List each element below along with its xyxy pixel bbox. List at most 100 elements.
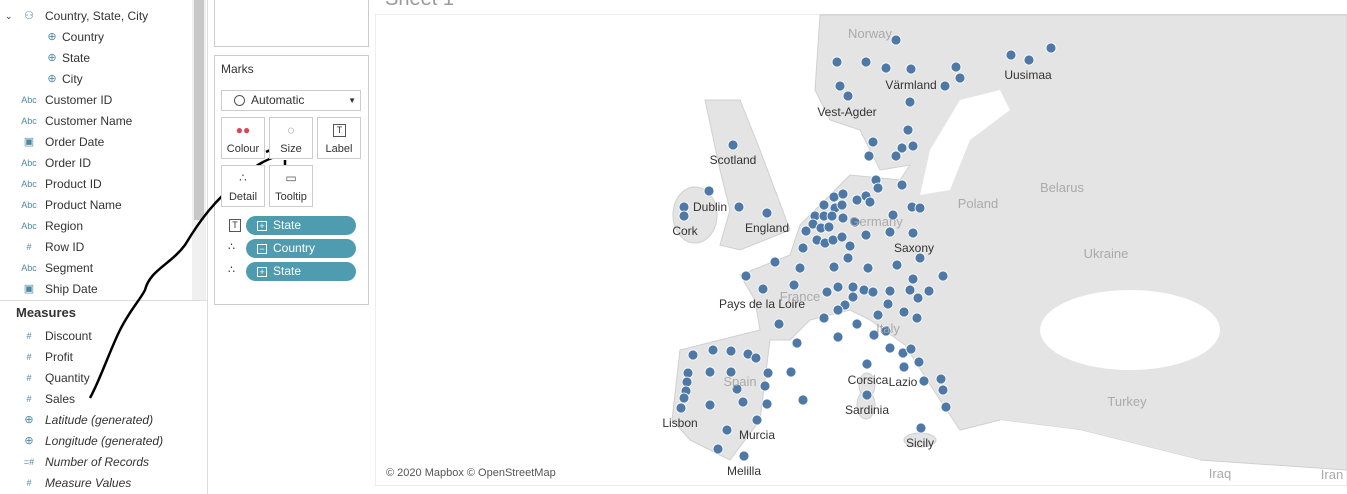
- map-point: [737, 396, 749, 408]
- map-point: [898, 306, 910, 318]
- map-point: [762, 367, 774, 379]
- map-point: [847, 291, 859, 303]
- pill-name: State: [273, 264, 302, 278]
- measure-field[interactable]: =# Number of Records: [0, 452, 200, 472]
- measure-field[interactable]: # Measure Values: [0, 473, 200, 493]
- map-point: [761, 398, 773, 410]
- field-icon: ⊕: [24, 414, 34, 426]
- button-label: Tooltip: [275, 191, 307, 203]
- mark-button[interactable]: ●● Colour: [221, 117, 265, 159]
- mark-button[interactable]: ▭ Tooltip: [269, 165, 313, 207]
- pill-shelf-icon: T: [229, 219, 241, 232]
- map-point: [880, 325, 892, 337]
- button-icon: ∴: [239, 171, 247, 185]
- map-point: [727, 139, 739, 151]
- dimension-field[interactable]: ▣ Order Date: [0, 132, 190, 152]
- measure-field[interactable]: ⊕ Longitude (generated): [0, 431, 200, 451]
- button-label: Detail: [228, 191, 258, 203]
- map-point: [860, 229, 872, 241]
- field-pill[interactable]: + State: [246, 262, 356, 281]
- map-point: [940, 401, 952, 413]
- button-icon: ▭: [285, 171, 297, 185]
- map-point: [862, 262, 874, 274]
- map-label: Poland: [958, 196, 998, 211]
- map-point: [823, 221, 835, 233]
- dimension-field[interactable]: Abc Order ID: [0, 153, 190, 173]
- map-label: England: [745, 221, 789, 235]
- map-point: [904, 284, 916, 296]
- field-name: Region: [45, 219, 84, 233]
- map-point: [891, 259, 903, 271]
- field-icon: #: [26, 373, 32, 383]
- field-icon: #: [26, 331, 32, 341]
- map-point: [773, 318, 785, 330]
- map-point: [890, 34, 902, 46]
- map-point: [682, 367, 694, 379]
- pill-name: Country: [273, 241, 316, 255]
- measure-field[interactable]: # Quantity: [0, 368, 200, 388]
- seas: [920, 90, 1220, 485]
- dimension-field[interactable]: Abc Region: [0, 216, 190, 236]
- field-icon: Abc: [21, 221, 37, 231]
- dimension-field[interactable]: ⊕ Country: [0, 27, 190, 47]
- map-point: [882, 298, 894, 310]
- dimension-field[interactable]: # Row ID: [0, 237, 190, 257]
- map-point: [907, 140, 919, 152]
- mark-button[interactable]: T Label: [317, 117, 361, 159]
- scrollbar[interactable]: [192, 0, 206, 300]
- label-icon: T: [333, 124, 346, 137]
- measure-field[interactable]: # Sales: [0, 389, 200, 409]
- map-label: Cork: [672, 224, 698, 238]
- map-point: [896, 142, 908, 154]
- attribution: © 2020 Mapbox © OpenStreetMap: [386, 467, 556, 479]
- map-point: [950, 61, 962, 73]
- map-point: [759, 380, 771, 392]
- map-label: Dublin: [693, 200, 727, 214]
- map-point: [725, 345, 737, 357]
- dimension-field[interactable]: ⌄ ⚇ Country, State, City: [0, 6, 190, 26]
- dimension-field[interactable]: ▣ Ship Date: [0, 279, 190, 299]
- dimension-field[interactable]: Abc Product Name: [0, 195, 190, 215]
- measure-field[interactable]: # Discount: [0, 326, 200, 346]
- map-point: [1045, 42, 1057, 54]
- map-point: [837, 188, 849, 200]
- map-point: [863, 150, 875, 162]
- map-label: Ukraine: [1084, 246, 1129, 261]
- dimension-field[interactable]: Abc Customer ID: [0, 90, 190, 110]
- dimension-field[interactable]: ⊕ City: [0, 69, 190, 89]
- field-name: Latitude (generated): [45, 413, 154, 427]
- pill-shelf-icon: ∴: [228, 264, 235, 276]
- map-point: [832, 331, 844, 343]
- map-point: [733, 201, 745, 213]
- map-point: [681, 376, 693, 388]
- dimension-field[interactable]: Abc Segment: [0, 258, 190, 278]
- map-point: [1023, 54, 1035, 66]
- map-point: [902, 124, 914, 136]
- measure-field[interactable]: ⊕ Latitude (generated): [0, 410, 200, 430]
- dimension-field[interactable]: Abc Customer Name: [0, 111, 190, 131]
- filters-shelf[interactable]: [214, 0, 369, 47]
- dimension-field[interactable]: Abc Product ID: [0, 174, 190, 194]
- map: Norway Värmland Uusimaa Vest-Agder Scotland B…: [375, 14, 1347, 486]
- field-pill[interactable]: + State: [246, 216, 356, 235]
- dimension-field[interactable]: ⊕ State: [0, 48, 190, 68]
- field-pill[interactable]: − Country: [246, 239, 356, 258]
- map-point: [797, 242, 809, 254]
- mark-type: Automatic: [251, 93, 305, 107]
- map-point: [918, 375, 930, 387]
- mark-type-dropdown[interactable]: Automatic ▼: [221, 90, 361, 111]
- field-icon: ⊕: [47, 73, 57, 85]
- map-point: [712, 443, 724, 455]
- map-label: Pays de la Loire: [719, 297, 805, 311]
- map-point: [915, 422, 927, 434]
- map-point: [914, 252, 926, 264]
- mark-button[interactable]: ◌ Size: [269, 117, 313, 159]
- measure-field[interactable]: # Profit: [0, 347, 200, 367]
- map-point: [939, 80, 951, 92]
- map-point: [872, 182, 884, 194]
- mark-button[interactable]: ∴ Detail: [221, 165, 265, 207]
- map-point: [800, 225, 812, 237]
- map-point: [858, 284, 870, 296]
- map-point: [935, 373, 947, 385]
- button-icon: ◌: [287, 123, 295, 137]
